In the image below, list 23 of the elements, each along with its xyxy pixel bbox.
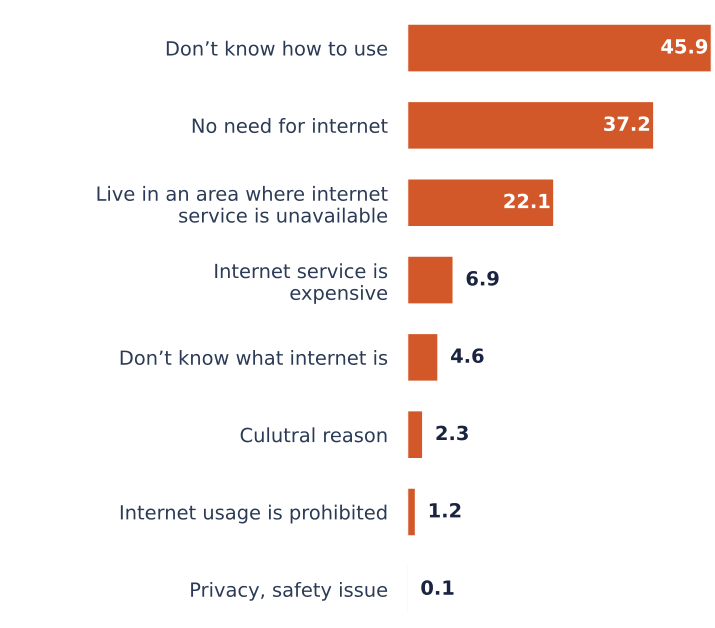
y-tick-label: Internet usage is prohibited bbox=[120, 504, 386, 524]
data-label: 2.3 bbox=[436, 426, 468, 440]
y-tick-label: Don’t know how to use bbox=[166, 40, 388, 56]
data-label: 45.9 bbox=[661, 39, 708, 54]
y-tick-label: No need for internet bbox=[192, 118, 388, 134]
bar bbox=[408, 178, 555, 228]
y-tick-label: Don’t know what internet is bbox=[120, 350, 388, 366]
bar bbox=[408, 23, 712, 73]
bar bbox=[408, 410, 424, 460]
data-label: 22.1 bbox=[504, 194, 550, 208]
y-tick-label: Culutral reason bbox=[240, 427, 386, 442]
bar bbox=[408, 255, 454, 305]
bar bbox=[408, 100, 655, 150]
data-label: 37.2 bbox=[604, 116, 650, 132]
y-tick-label: Privacy, safety issue bbox=[191, 582, 388, 601]
data-label: 0.1 bbox=[421, 580, 454, 595]
y-tick-label: Internet service is expensive bbox=[215, 263, 388, 304]
bar bbox=[408, 332, 439, 382]
data-label: 6.9 bbox=[466, 271, 499, 286]
data-label: 4.6 bbox=[451, 348, 484, 364]
bar bbox=[408, 487, 416, 537]
data-label: 1.2 bbox=[430, 502, 460, 518]
y-tick-label: Live in an area where internet service is unavailable bbox=[98, 186, 388, 223]
